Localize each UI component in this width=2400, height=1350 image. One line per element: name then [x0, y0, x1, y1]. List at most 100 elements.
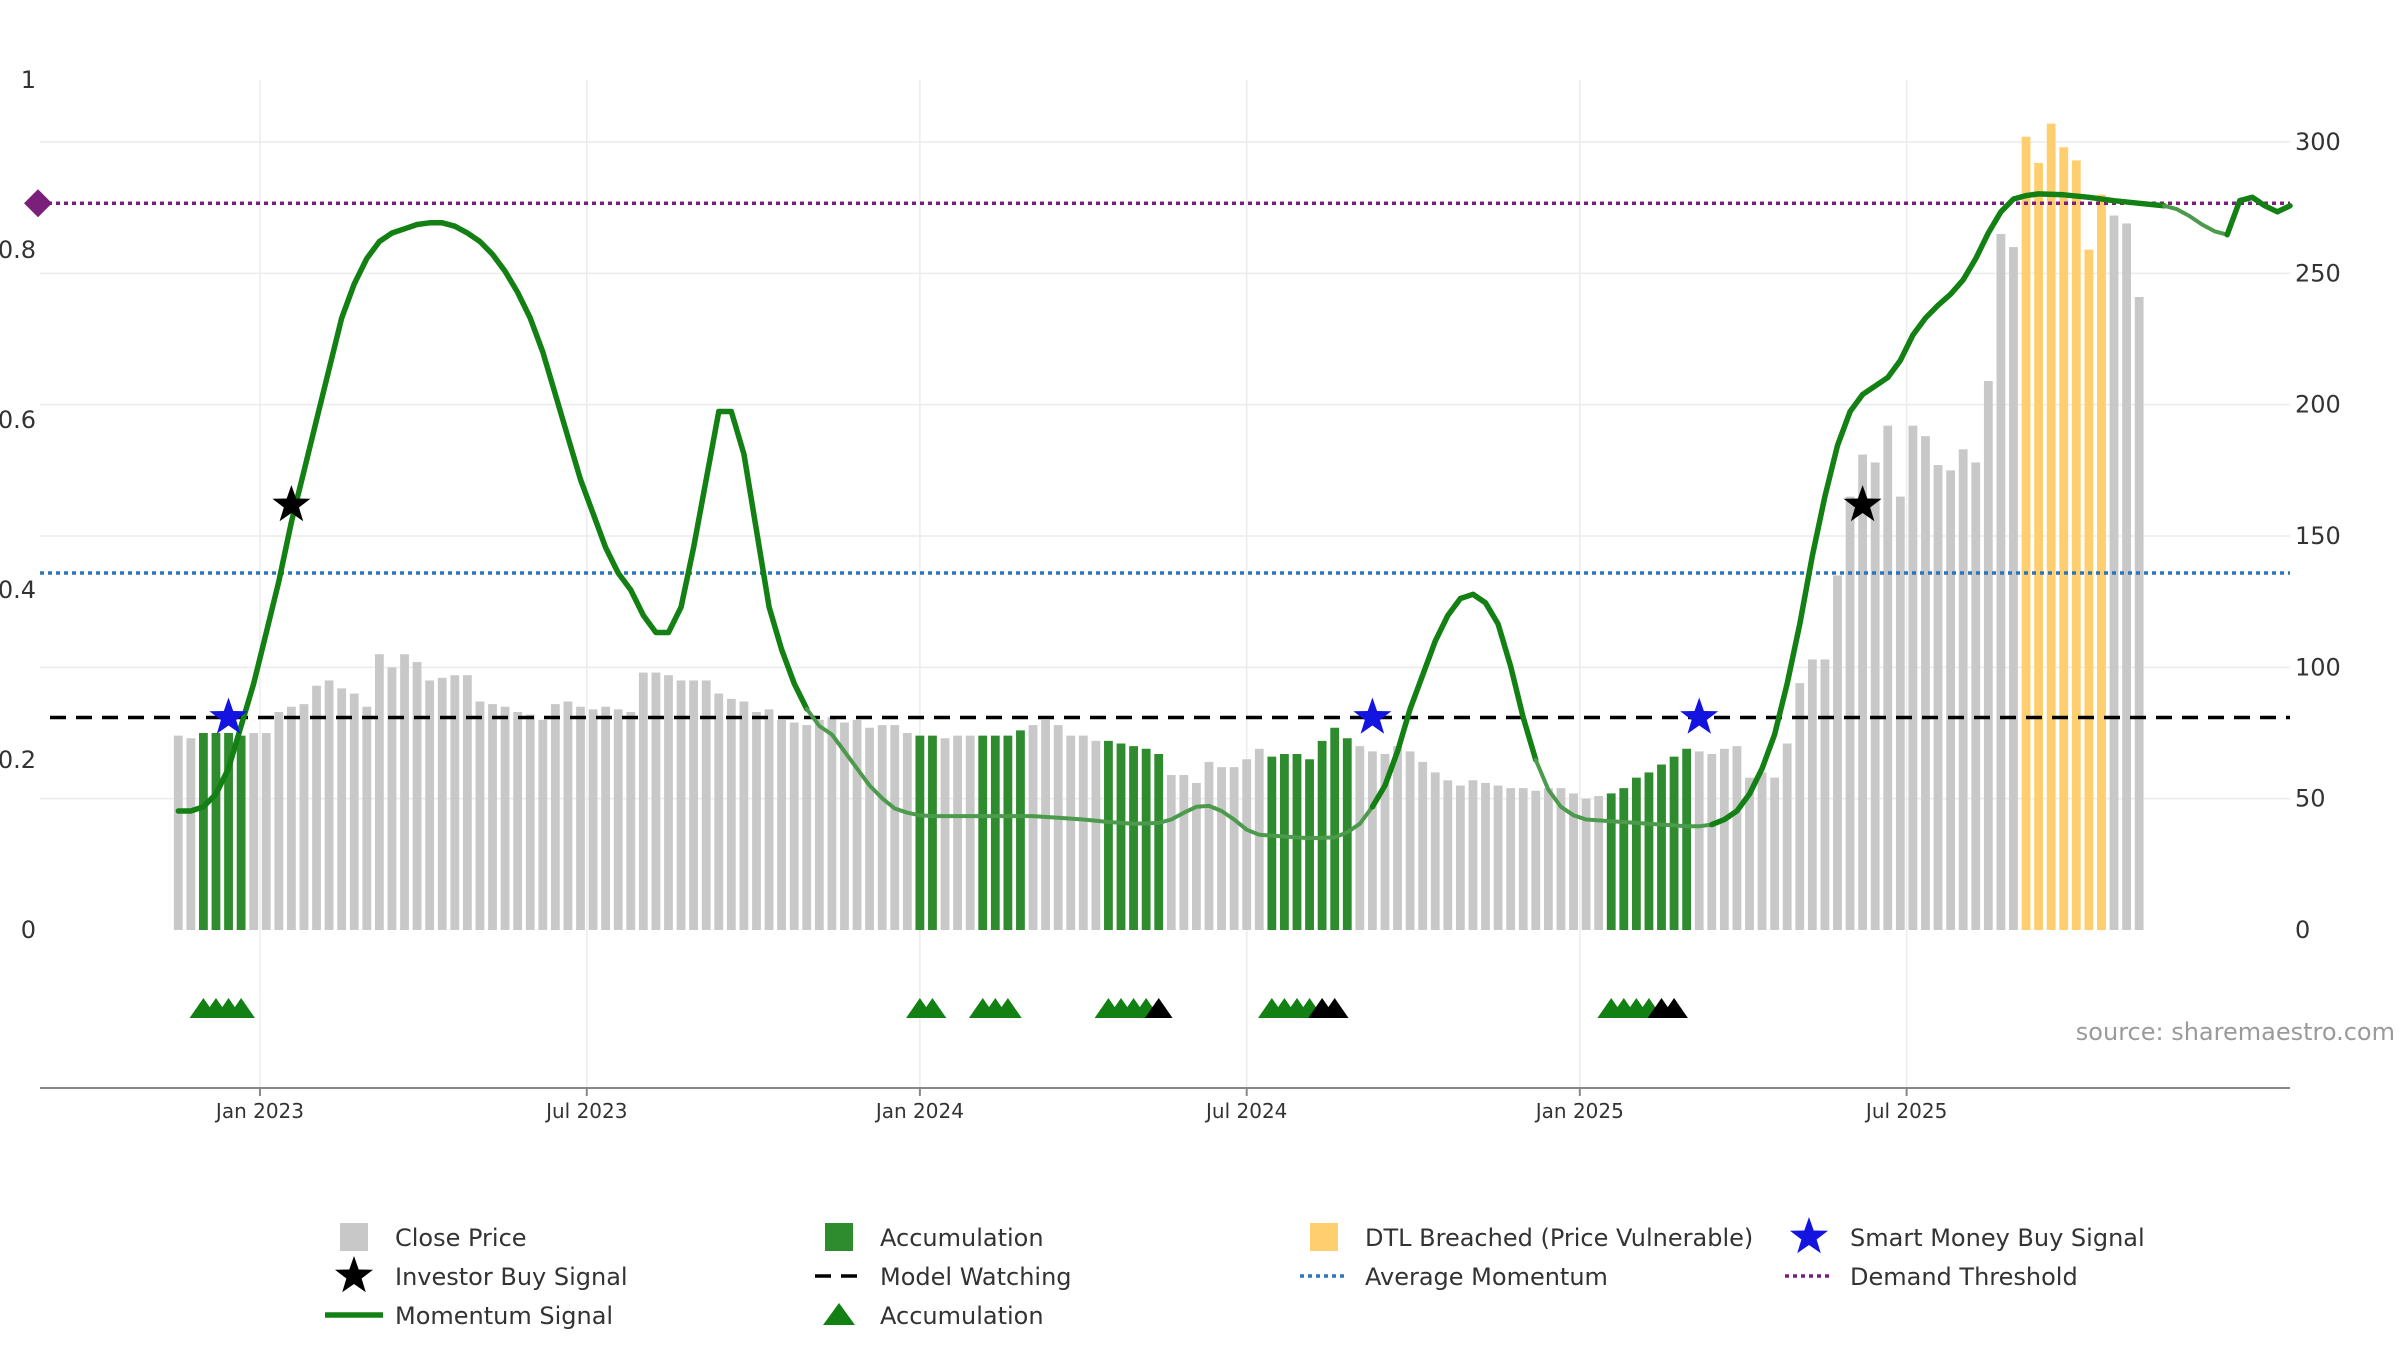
close-price-bar	[1707, 754, 1717, 930]
close-price-bar	[1732, 746, 1742, 930]
close-price-bar	[186, 738, 196, 930]
accumulation-bar	[199, 733, 208, 930]
close-price-bar	[563, 701, 573, 930]
accumulation-bar	[1016, 730, 1025, 930]
close-price-bar	[1908, 425, 1918, 930]
close-price-bar	[1066, 735, 1076, 930]
close-price-bar	[1594, 796, 1604, 930]
close-price-bar	[362, 706, 372, 930]
close-price-bar	[890, 725, 900, 930]
close-price-bar	[525, 714, 535, 930]
close-price-bar	[1481, 782, 1490, 930]
legend-label: Accumulation	[880, 1302, 1044, 1330]
close-price-bar	[852, 719, 862, 930]
watch-triangle	[1660, 998, 1688, 1018]
momentum-signal-line	[2224, 194, 2293, 238]
close-price-bar	[953, 735, 962, 930]
legend-item: Model Watching	[815, 1263, 1072, 1291]
legend-label: DTL Breached (Price Vulnerable)	[1365, 1224, 1753, 1252]
investor-buy-signal-star	[1843, 485, 1882, 522]
close-price-bar	[752, 711, 761, 930]
accumulation-bar	[211, 733, 221, 930]
close-price-bar	[1983, 381, 1993, 930]
close-price-bar	[312, 685, 321, 930]
legend-item: Accumulation	[825, 1223, 1044, 1252]
close-price-bar	[1807, 659, 1817, 930]
close-price-bar	[877, 725, 887, 930]
close-price-bar	[488, 704, 497, 930]
x-tick-label: Jul 2023	[544, 1099, 627, 1123]
legend-label: Model Watching	[880, 1263, 1072, 1291]
close-price-bar	[1355, 746, 1365, 930]
close-price-bar	[1858, 454, 1868, 930]
close-price-bar	[2122, 223, 2131, 931]
close-price-bar	[714, 693, 724, 930]
accumulation-bar	[1606, 793, 1616, 930]
accumulation-bar	[1104, 740, 1113, 930]
accumulation-bar	[1292, 754, 1302, 930]
close-price-bar	[550, 704, 560, 930]
right-tick-label: 200	[2295, 391, 2341, 419]
legend-item: Momentum Signal	[325, 1302, 613, 1330]
close-price-bar	[349, 693, 359, 930]
close-price-bar	[1770, 777, 1780, 930]
close-price-bar	[1091, 740, 1101, 930]
momentum-signal-line	[175, 220, 810, 814]
close-price-bar	[827, 717, 837, 930]
close-price-bar	[1946, 470, 1956, 930]
legend-item: Smart Money Buy Signal	[1790, 1217, 2145, 1254]
close-price-bar	[1518, 788, 1528, 930]
right-tick-label: 300	[2295, 128, 2341, 156]
right-tick-label: 250	[2295, 259, 2341, 287]
accumulation-bar	[1317, 740, 1327, 930]
accumulation-bar	[1116, 743, 1126, 930]
close-price-bar	[1418, 761, 1428, 930]
axes: Jan 2023 Jul 2023 Jan 2024 Jul 2024 Jan 2025…	[0, 66, 2341, 1123]
left-tick-label: 0.2	[0, 746, 36, 774]
close-price-bar	[538, 719, 548, 930]
left-tick-label: 0.4	[0, 576, 36, 604]
close-price-bar	[613, 709, 623, 930]
accumulation-triangles	[189, 998, 1688, 1018]
accumulation-bar	[1330, 727, 1340, 930]
legend-item: Close Price	[340, 1223, 527, 1252]
dtl-breached-bar	[2084, 249, 2094, 930]
right-tick-label: 50	[2295, 785, 2326, 813]
dtl-breached-bar	[2021, 136, 2031, 930]
close-price-bar	[2009, 247, 2018, 931]
close-price-bar	[1041, 719, 1050, 930]
x-tick-label: Jan 2024	[874, 1099, 964, 1123]
dtl-breached-bar	[2071, 160, 2081, 931]
close-price-bar	[1921, 436, 1930, 930]
close-price-bar	[374, 654, 384, 930]
legend-item: DTL Breached (Price Vulnerable)	[1310, 1223, 1753, 1252]
legend-star-icon	[335, 1256, 373, 1293]
close-price-bar	[1694, 751, 1704, 930]
legend-label: Smart Money Buy Signal	[1850, 1224, 2145, 1252]
close-price-bar	[588, 709, 598, 930]
left-tick-label: 0	[21, 916, 36, 944]
close-price-bar	[1229, 767, 1239, 930]
close-price-bar	[286, 706, 296, 930]
x-tick-label: Jan 2025	[1534, 1099, 1624, 1123]
x-tick-label: Jul 2024	[1204, 1099, 1287, 1123]
close-price-bar	[1192, 782, 1201, 930]
close-price-bar	[777, 719, 787, 930]
momentum-signal-line	[1709, 191, 2168, 828]
legend-label: Average Momentum	[1365, 1263, 1608, 1291]
momentum-line-layer	[175, 191, 2293, 841]
legend-swatch	[340, 1223, 368, 1251]
left-tick-label: 0.6	[0, 406, 36, 434]
close-price-bar	[1833, 575, 1842, 930]
close-price-bar	[1820, 659, 1830, 930]
close-price-bar	[1217, 767, 1226, 930]
close-price-bar	[337, 688, 347, 930]
close-price-bar	[425, 680, 435, 930]
close-price-bar	[450, 675, 460, 930]
close-price-bar	[1895, 496, 1905, 930]
momentum-signal-line-dim	[2162, 203, 2230, 237]
close-price-bar	[701, 680, 711, 930]
legend-label: Close Price	[395, 1224, 527, 1252]
dtl-breached-bar	[2097, 194, 2106, 931]
